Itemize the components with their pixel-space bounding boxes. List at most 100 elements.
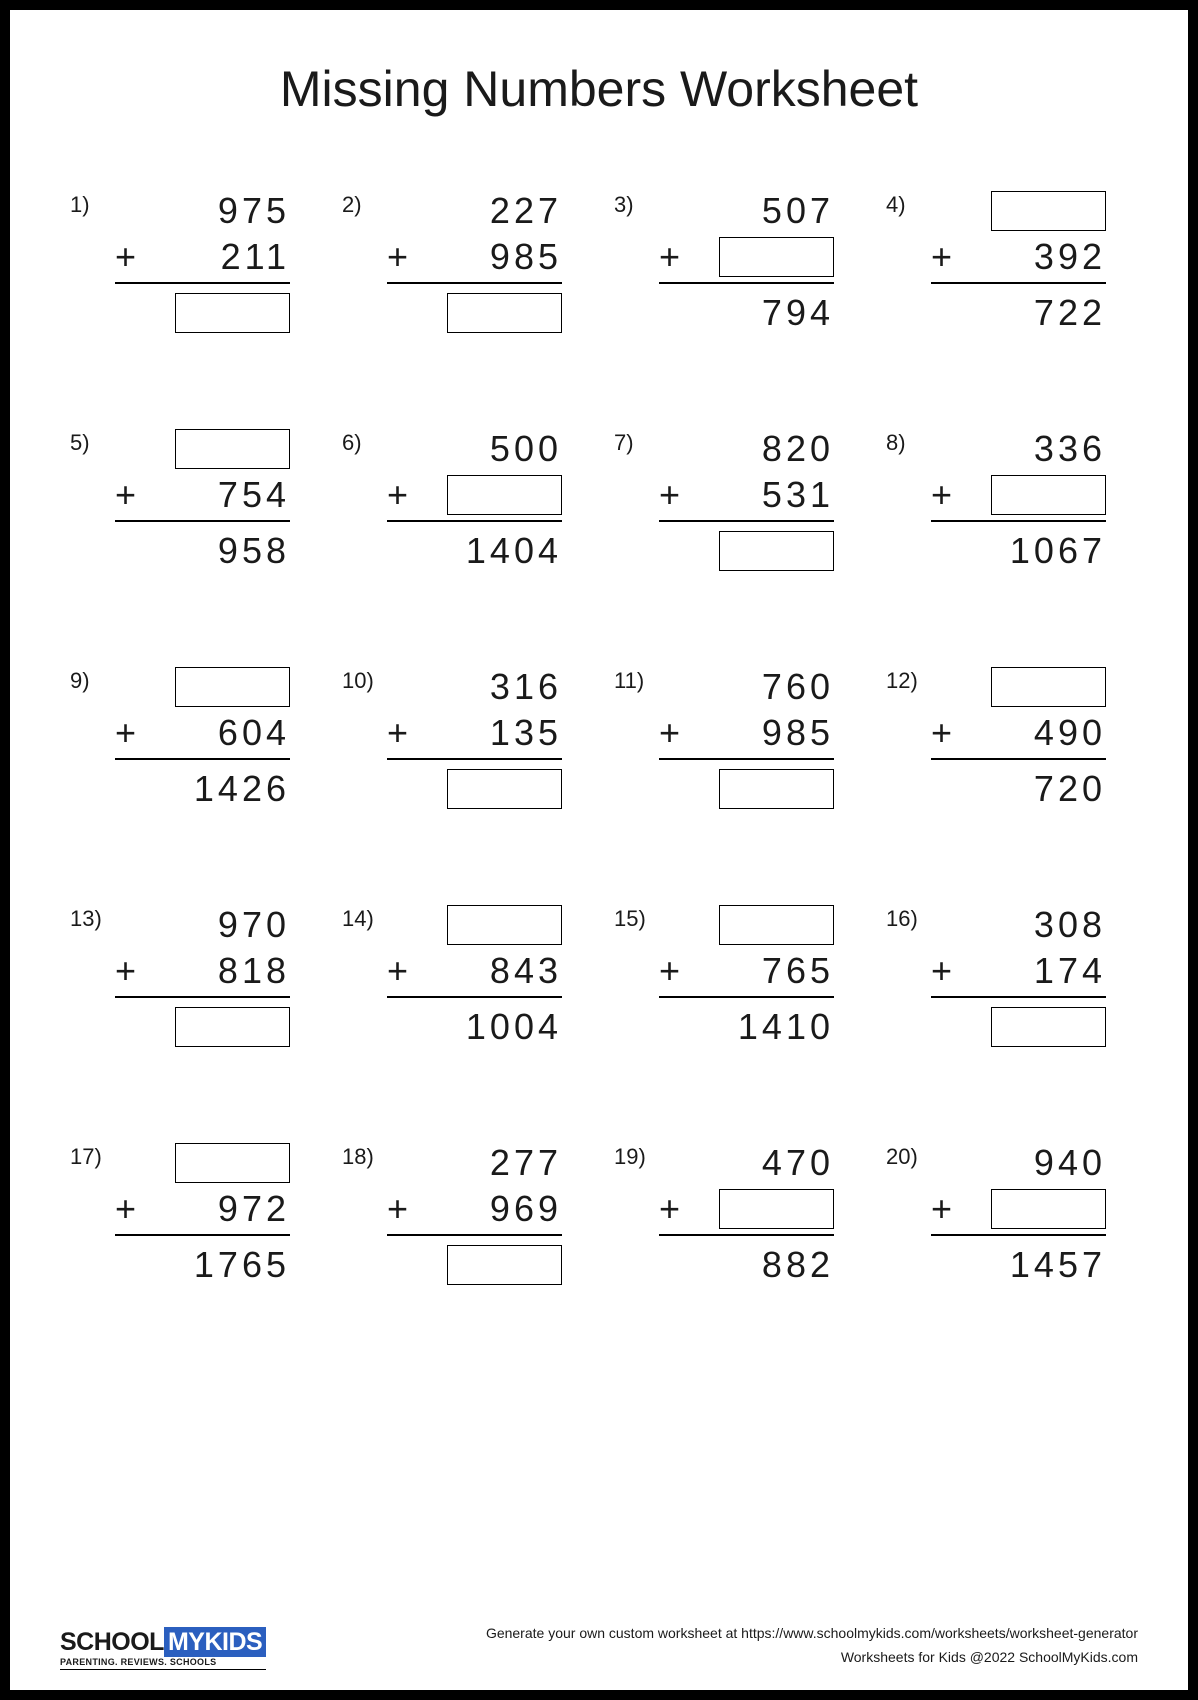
result-row: 1410: [659, 1004, 834, 1050]
result-row: [387, 1242, 562, 1288]
problem-number: 3): [614, 192, 634, 218]
addend-top: 500: [490, 428, 562, 470]
addend-bottom-row: +211: [115, 234, 290, 280]
answer-blank[interactable]: [991, 191, 1106, 231]
problem: 13)970+818: [70, 902, 312, 1050]
answer-blank[interactable]: [719, 1189, 834, 1229]
answer-blank[interactable]: [447, 1245, 562, 1285]
operator: +: [387, 712, 412, 754]
answer-blank[interactable]: [991, 475, 1106, 515]
result-row: 1765: [115, 1242, 290, 1288]
problem: 4)+392722: [886, 188, 1128, 336]
problem-stack: +490720: [931, 664, 1106, 812]
addend-top: 336: [1034, 428, 1106, 470]
addend-top-row: 336: [931, 426, 1106, 472]
answer-blank[interactable]: [175, 1007, 290, 1047]
problem: 10) 316+135: [342, 664, 584, 812]
operator: +: [931, 950, 956, 992]
answer-blank[interactable]: [719, 237, 834, 277]
equals-line: [931, 1234, 1106, 1236]
addend-bottom: 754: [218, 474, 290, 516]
equals-line: [387, 758, 562, 760]
operator: +: [931, 474, 956, 516]
result-row: [659, 528, 834, 574]
problem: 15) +765 1410: [614, 902, 856, 1050]
addend-bottom-row: +392: [931, 234, 1106, 280]
result: 1426: [194, 768, 290, 810]
answer-blank[interactable]: [719, 531, 834, 571]
answer-blank[interactable]: [719, 905, 834, 945]
result-row: 794: [659, 290, 834, 336]
problem: 2)227+985: [342, 188, 584, 336]
addend-bottom: 818: [218, 950, 290, 992]
addend-bottom-row: +765: [659, 948, 834, 994]
addend-top-row: [931, 664, 1106, 710]
equals-line: [931, 282, 1106, 284]
answer-blank[interactable]: [719, 769, 834, 809]
answer-blank[interactable]: [175, 429, 290, 469]
equals-line: [659, 520, 834, 522]
operator: +: [659, 712, 684, 754]
addend-bottom-row: +531: [659, 472, 834, 518]
problem-stack: +8431004: [387, 902, 562, 1050]
result-row: 1067: [931, 528, 1106, 574]
result: 1410: [738, 1006, 834, 1048]
result-row: [931, 1004, 1106, 1050]
answer-blank[interactable]: [991, 1189, 1106, 1229]
addend-top-row: [931, 188, 1106, 234]
result-row: 882: [659, 1242, 834, 1288]
logo-tagline: PARENTING. REVIEWS. SCHOOLS: [60, 1657, 266, 1670]
problem-number: 10): [342, 668, 374, 694]
addend-top-row: 975: [115, 188, 290, 234]
operator: +: [115, 1188, 140, 1230]
problem: 1)975+211: [70, 188, 312, 336]
addend-top: 820: [762, 428, 834, 470]
addend-top: 940: [1034, 1142, 1106, 1184]
addend-top: 975: [218, 190, 290, 232]
answer-blank[interactable]: [447, 475, 562, 515]
equals-line: [659, 758, 834, 760]
answer-blank[interactable]: [991, 667, 1106, 707]
problem-stack: +765 1410: [659, 902, 834, 1050]
result: 720: [1034, 768, 1106, 810]
addend-top: 308: [1034, 904, 1106, 946]
answer-blank[interactable]: [447, 769, 562, 809]
addend-top-row: 470: [659, 1140, 834, 1186]
addend-bottom: 985: [490, 236, 562, 278]
operator: +: [659, 236, 684, 278]
answer-blank[interactable]: [447, 293, 562, 333]
problem: 12)+490720: [886, 664, 1128, 812]
logo-part2: MYKIDS: [164, 1627, 266, 1657]
problem-number: 15): [614, 906, 646, 932]
problem: 16)308+174: [886, 902, 1128, 1050]
problem-number: 16): [886, 906, 918, 932]
answer-blank[interactable]: [175, 293, 290, 333]
addend-top-row: 308: [931, 902, 1106, 948]
addend-top: 760: [762, 666, 834, 708]
problem: 20)940+1457: [886, 1140, 1128, 1288]
answer-blank[interactable]: [175, 1143, 290, 1183]
problem-stack: 970+818: [115, 902, 290, 1050]
answer-blank[interactable]: [991, 1007, 1106, 1047]
addend-top: 277: [490, 1142, 562, 1184]
addend-bottom: 392: [1034, 236, 1106, 278]
addend-bottom-row: +604: [115, 710, 290, 756]
addend-bottom-row: +: [387, 472, 562, 518]
problem-number: 6): [342, 430, 362, 456]
addend-top-row: 507: [659, 188, 834, 234]
addend-top-row: [115, 1140, 290, 1186]
operator: +: [115, 712, 140, 754]
answer-blank[interactable]: [175, 667, 290, 707]
operator: +: [387, 474, 412, 516]
problem-number: 7): [614, 430, 634, 456]
equals-line: [115, 996, 290, 998]
addend-bottom: 211: [221, 236, 290, 278]
answer-blank[interactable]: [447, 905, 562, 945]
addend-bottom: 765: [762, 950, 834, 992]
problem-stack: 500+1404: [387, 426, 562, 574]
addend-top-row: 316: [387, 664, 562, 710]
equals-line: [659, 1234, 834, 1236]
problem-stack: 227+985: [387, 188, 562, 336]
addend-bottom-row: +985: [387, 234, 562, 280]
addend-bottom: 135: [490, 712, 562, 754]
